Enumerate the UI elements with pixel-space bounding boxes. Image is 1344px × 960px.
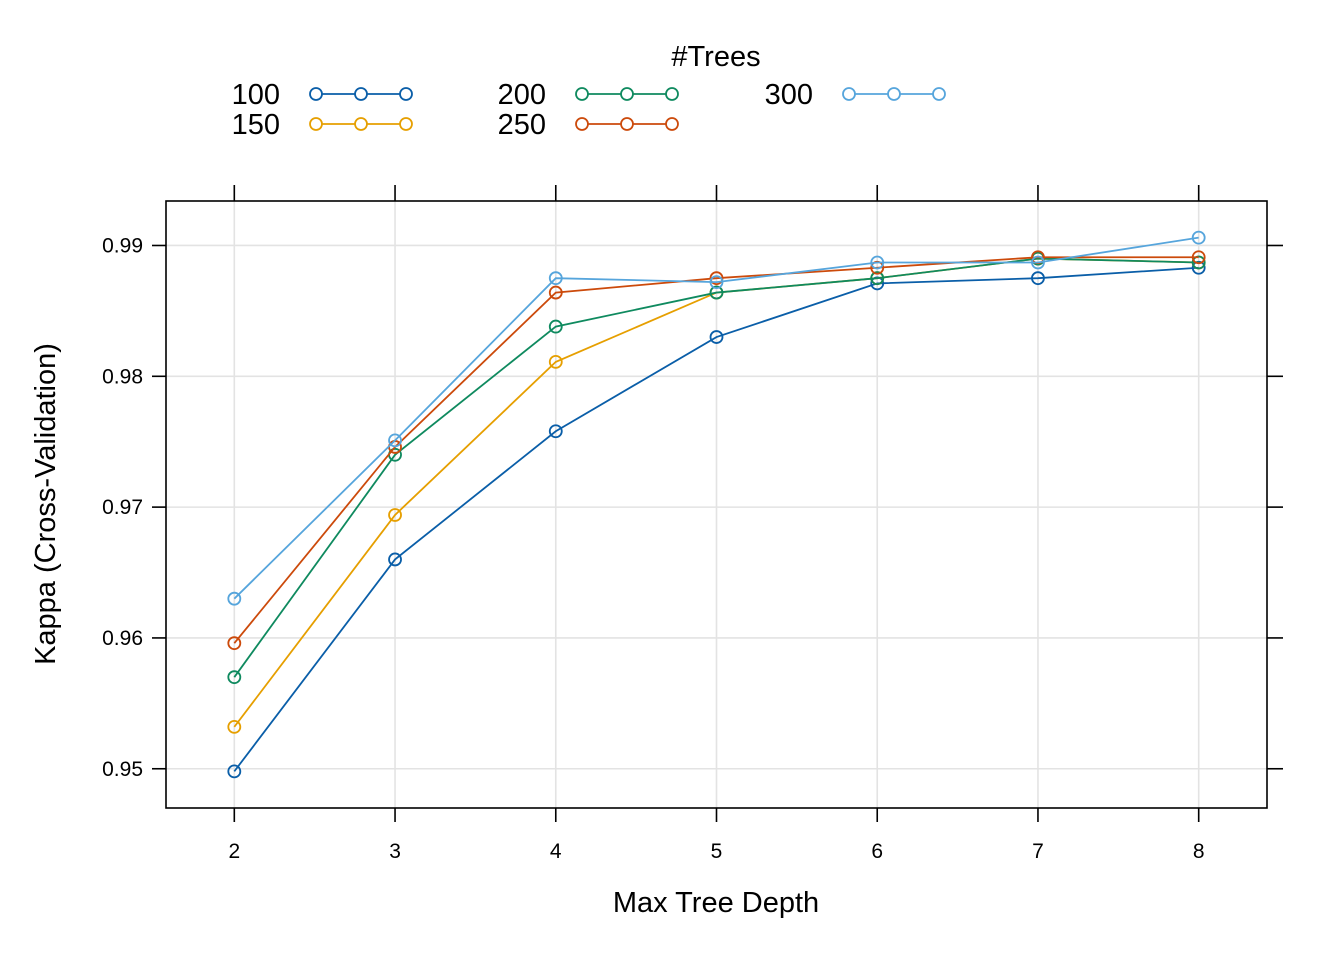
legend-entry: 300	[765, 79, 946, 111]
y-axis-title: Kappa (Cross-Validation)	[30, 343, 62, 665]
x-tick-label: 8	[1193, 840, 1205, 863]
axes: 2 3 4 5 6 7 8 0.95 0.96 0.97 0.98 0.99	[102, 185, 1283, 863]
data-point	[709, 285, 724, 300]
legend-marker	[354, 117, 368, 131]
legend-marker	[842, 87, 856, 101]
x-tick-label: 5	[711, 840, 723, 863]
y-tick-label: 0.97	[102, 496, 143, 519]
x-tick-label: 6	[871, 840, 883, 863]
legend-marker	[665, 87, 679, 101]
data-point	[388, 552, 402, 567]
data-point	[548, 424, 563, 439]
data-point	[709, 275, 724, 290]
legend-entry: 200	[498, 79, 679, 111]
x-tick-label: 7	[1032, 840, 1044, 863]
series-100	[227, 260, 1206, 779]
y-tick-label: 0.95	[102, 758, 143, 781]
series-layer	[227, 230, 1206, 779]
legend-marker	[932, 87, 946, 101]
data-point	[548, 319, 563, 334]
data-point	[227, 670, 242, 685]
data-point	[388, 433, 402, 448]
series-300	[227, 230, 1206, 606]
legend-marker	[665, 117, 679, 131]
legend-marker	[399, 117, 413, 131]
y-tick-label: 0.96	[102, 627, 143, 650]
grid	[166, 201, 1267, 808]
data-point	[548, 355, 563, 369]
legend-title: #Trees	[671, 41, 760, 73]
data-point	[227, 591, 242, 606]
legend-marker	[887, 87, 901, 101]
series-line	[233, 257, 1199, 678]
data-point	[1191, 250, 1206, 265]
legend-marker	[399, 87, 413, 101]
data-point	[709, 330, 724, 344]
data-point	[1031, 255, 1045, 270]
legend-label: 150	[232, 109, 280, 141]
x-tick-label: 3	[389, 840, 401, 863]
data-point	[227, 719, 242, 734]
legend-entry: 100	[232, 79, 413, 111]
data-point	[227, 636, 242, 651]
y-tick-label: 0.98	[102, 365, 143, 388]
data-point	[870, 255, 885, 270]
x-tick-label: 2	[228, 840, 240, 863]
data-point	[1191, 230, 1206, 245]
data-point	[227, 764, 242, 779]
legend-marker	[620, 87, 634, 101]
legend-entry: 150	[232, 109, 413, 141]
data-point	[548, 285, 563, 300]
legend-marker	[309, 87, 323, 101]
legend-label: 300	[765, 79, 813, 111]
data-point	[1031, 271, 1045, 286]
series-line	[233, 266, 1199, 772]
legend-marker	[309, 117, 323, 131]
legend-label: 250	[498, 109, 546, 141]
series-line	[233, 236, 1199, 600]
legend-marker	[620, 117, 634, 131]
data-point	[870, 271, 885, 286]
y-tick-label: 0.99	[102, 234, 143, 257]
legend-marker	[575, 87, 589, 101]
legend-entry: 250	[498, 109, 679, 141]
legend-label: 100	[232, 79, 280, 111]
x-axis-title: Max Tree Depth	[613, 887, 819, 919]
legend-marker	[575, 117, 589, 131]
legend-label: 200	[498, 79, 546, 111]
data-point	[388, 508, 402, 522]
data-point	[548, 271, 563, 286]
legend-marker	[354, 87, 368, 101]
x-tick-label: 4	[550, 840, 562, 863]
data-point	[709, 271, 724, 286]
